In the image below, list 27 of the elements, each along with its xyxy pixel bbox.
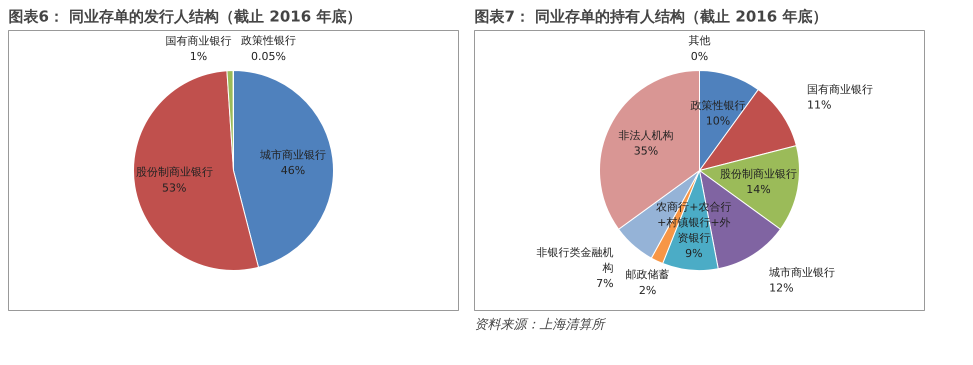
data-label: 7%: [596, 277, 614, 290]
data-label: 11%: [807, 98, 832, 112]
slice-label: 城市商业银行: [259, 148, 326, 162]
slice-label: 股份制商业银行: [136, 166, 213, 179]
data-label: 14%: [746, 183, 771, 196]
text: 0%: [690, 50, 708, 63]
data-label: 53%: [162, 181, 186, 194]
slice-label: 政策性银行: [241, 34, 296, 48]
data-label: 0.05%: [251, 50, 286, 63]
chart-title: 图表7： 同业存单的持有人结构（截止 2016 年底）: [474, 8, 828, 26]
chart-title: 图表6： 同业存单的发行人结构（截止 2016 年底）: [8, 8, 362, 26]
data-label: 2%: [638, 284, 656, 297]
slice-label: 股份制商业银行: [720, 167, 797, 180]
data-label: 1%: [190, 50, 208, 63]
data-label: 9%: [685, 247, 703, 260]
slice-label: 国有商业银行: [166, 34, 232, 48]
text: 资料来源：上海清算所: [474, 318, 606, 332]
data-label: 12%: [769, 282, 794, 295]
data-label: 10%: [706, 114, 730, 128]
data-label: 35%: [634, 144, 658, 158]
category-label: 其他: [688, 34, 710, 48]
slice-label: 城市商业银行: [768, 266, 836, 279]
slice-label: 非法人机构: [618, 128, 674, 142]
slice-label: 非银行类金融机构: [536, 246, 614, 275]
data-label: 46%: [280, 164, 306, 178]
slice-label: 国有商业银行: [807, 83, 874, 96]
slice-label: 邮政储蓄: [626, 268, 670, 282]
